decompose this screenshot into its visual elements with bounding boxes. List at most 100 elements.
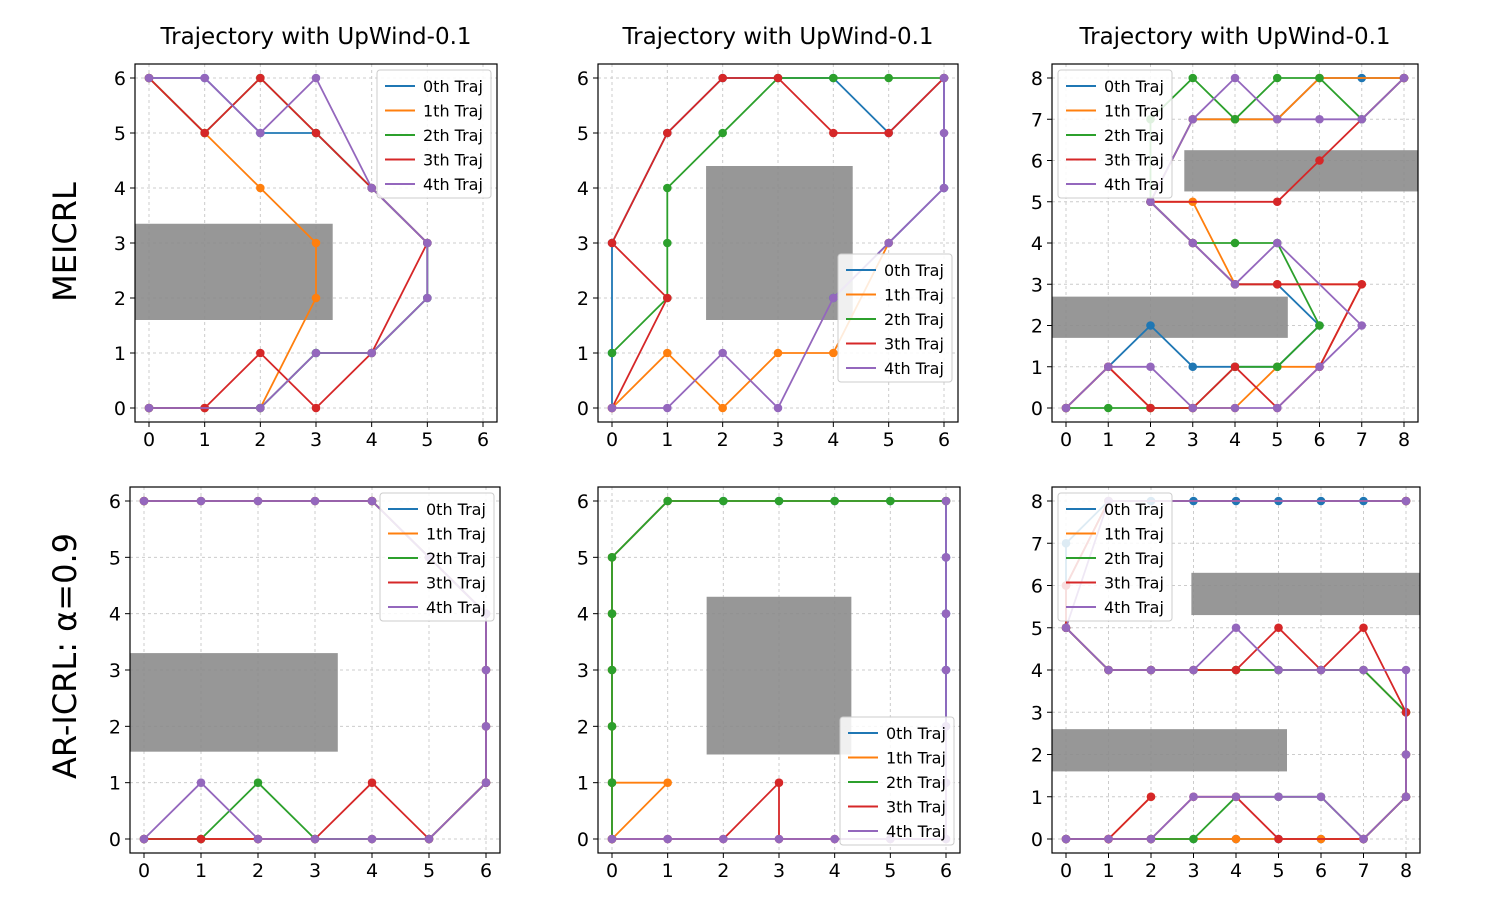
data-point (773, 348, 783, 358)
y-tick-label: 4 (109, 604, 121, 626)
data-point (196, 834, 206, 844)
data-point (774, 496, 784, 506)
y-tick-label: 5 (577, 547, 589, 569)
data-point (367, 348, 376, 358)
data-point (196, 778, 206, 787)
data-point (663, 778, 672, 787)
data-point (367, 778, 377, 787)
x-tick-label: 3 (309, 860, 321, 882)
y-tick-label: 8 (1031, 491, 1043, 513)
data-point (607, 665, 617, 675)
x-tick-label: 4 (1230, 860, 1242, 882)
series-line-4 (143, 500, 487, 840)
obstacle-region (130, 653, 338, 752)
data-point (1230, 238, 1240, 248)
data-point (1401, 750, 1411, 759)
y-tick-label: 6 (1031, 576, 1043, 598)
legend-label-1: 1th Traj (884, 286, 944, 305)
data-point (423, 238, 432, 248)
data-point (1188, 403, 1198, 413)
x-tick-label: 4 (1229, 429, 1241, 451)
data-point (663, 183, 672, 193)
data-point (829, 293, 838, 303)
data-point (1272, 73, 1282, 83)
x-tick-label: 1 (661, 429, 673, 451)
data-point (1188, 238, 1198, 248)
data-point (941, 553, 951, 562)
data-point (1230, 279, 1240, 289)
legend-label-3: 3th Traj (426, 574, 486, 593)
data-point (1315, 362, 1324, 372)
legend-label-3: 3th Traj (884, 335, 944, 354)
y-tick-label: 2 (109, 716, 121, 738)
data-point (139, 496, 149, 506)
x-tick-label: 0 (1060, 429, 1072, 451)
data-point (829, 128, 838, 138)
legend-box (837, 253, 953, 383)
row-label-meicrl: MEICRL (46, 182, 84, 302)
x-tick-label: 2 (717, 429, 729, 451)
x-tick-label: 6 (477, 429, 489, 451)
y-tick-label: 3 (109, 660, 121, 682)
x-tick-label: 4 (829, 860, 841, 882)
x-tick-label: 4 (366, 860, 378, 882)
y-tick-label: 0 (1031, 398, 1043, 420)
data-point (1146, 403, 1155, 413)
data-point (1146, 792, 1156, 802)
data-point (886, 496, 895, 506)
data-point (1231, 792, 1241, 802)
legend-label-4: 4th Traj (423, 175, 483, 194)
data-point (200, 73, 209, 83)
data-point (1146, 362, 1155, 372)
data-point (1401, 792, 1411, 802)
y-tick-label: 3 (577, 233, 589, 255)
legend-label-4: 4th Traj (1104, 175, 1164, 194)
data-point (663, 293, 672, 303)
data-point (196, 496, 206, 506)
legend-box (1057, 492, 1173, 622)
legend-box (376, 69, 492, 199)
data-point (607, 348, 617, 358)
x-tick-label: 1 (1102, 860, 1114, 882)
data-point (1230, 362, 1240, 372)
data-point (1188, 114, 1198, 124)
x-tick-label: 8 (1398, 429, 1410, 451)
data-point (1272, 362, 1282, 372)
data-point (941, 496, 951, 506)
legend-label-2: 2th Traj (1104, 126, 1164, 145)
data-point (1272, 403, 1282, 413)
y-tick-label: 4 (577, 604, 589, 626)
data-point (1188, 362, 1198, 372)
x-tick-label: 3 (772, 429, 784, 451)
chart-panel-3: 0 1 2 3 4 5 6 7 8 0 1 2 3 4 5 6 7 8 Trajectory with UpWind… (1031, 24, 1419, 451)
x-tick-label: 6 (940, 860, 952, 882)
y-tick-label: 1 (1031, 357, 1043, 379)
legend-box (379, 492, 495, 622)
x-tick-label: 6 (1315, 860, 1327, 882)
data-point (481, 665, 491, 675)
legend-label-0: 0th Traj (423, 77, 483, 96)
x-tick-label: 0 (143, 429, 155, 451)
legend-label-2: 2th Traj (884, 310, 944, 329)
data-point (253, 496, 263, 506)
data-point (367, 834, 377, 844)
y-tick-label: 0 (577, 398, 589, 420)
data-point (939, 128, 949, 138)
x-tick-label: 5 (421, 429, 433, 451)
y-tick-label: 6 (577, 68, 589, 90)
data-point (256, 128, 265, 138)
data-point (1230, 403, 1240, 413)
x-tick-label: 5 (1271, 429, 1283, 451)
legend-label-1: 1th Traj (1104, 525, 1164, 544)
x-tick-label: 5 (884, 860, 896, 882)
data-point (1230, 114, 1240, 124)
legend: 0th Traj 1th Traj 2th Traj 3th Traj 4th Traj (1057, 492, 1173, 622)
obstacle-region (135, 223, 333, 320)
data-point (1231, 665, 1241, 675)
y-tick-label: 8 (1031, 68, 1043, 90)
obstacle-region (1052, 296, 1288, 338)
data-point (719, 496, 728, 506)
y-tick-label: 4 (114, 178, 126, 200)
data-point (718, 128, 727, 138)
x-tick-label: 2 (1144, 429, 1156, 451)
